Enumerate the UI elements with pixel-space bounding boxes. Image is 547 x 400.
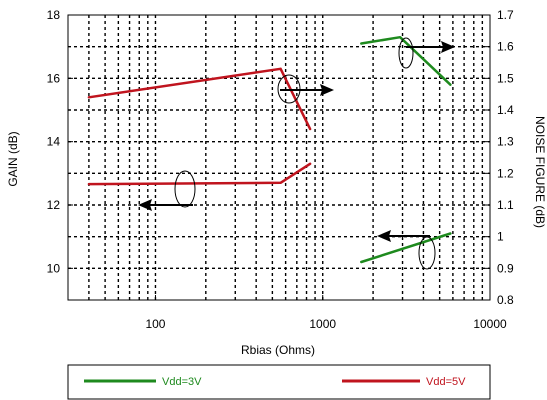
grid — [68, 15, 490, 300]
annotation-3v-nf — [377, 230, 436, 270]
annotation-3v-gain — [398, 37, 455, 69]
y2-tick-label: 1 — [497, 230, 504, 244]
x-axis-title: Rbias (Ohms) — [241, 343, 315, 357]
annotation-5v-gain — [277, 74, 334, 104]
y-tick-label: 12 — [47, 198, 61, 212]
y2-tick-label: 1.6 — [497, 40, 514, 54]
y-tick-label: 16 — [47, 71, 61, 85]
annotations — [138, 37, 455, 270]
annotation-5v-nf — [138, 170, 196, 211]
legend: Vdd=3V Vdd=5V — [67, 364, 491, 400]
legend-item-vdd3v: Vdd=3V — [84, 376, 202, 388]
series-vdd-5v-gain — [87, 67, 312, 131]
series-vdd-3v-gain — [360, 35, 452, 86]
y2-tick-label: 1.5 — [497, 71, 514, 85]
y2-tick-label: 1.4 — [497, 103, 514, 117]
series-vdd-5v-noise-figure — [87, 162, 312, 186]
y2-tick-label: 1.2 — [497, 166, 514, 180]
y-tick-label: 14 — [47, 135, 61, 149]
plot-frame — [67, 14, 491, 301]
y2-tick-label: 1.3 — [497, 135, 514, 149]
series-vdd-3v-noise-figure — [360, 232, 452, 264]
y-tick-label: 10 — [47, 261, 61, 275]
y2-tick-label: 0.8 — [497, 293, 514, 307]
y2-axis-title: NOISE FIGURE (dB) — [533, 116, 547, 228]
legend-item-vdd5v: Vdd=5V — [342, 376, 466, 388]
y2-tick-label: 0.9 — [497, 261, 514, 275]
x-tick-label: 10000 — [473, 317, 507, 331]
series-layer — [87, 35, 452, 264]
legend-label-vdd3v: Vdd=3V — [162, 376, 202, 388]
y2-tick-label: 1.7 — [497, 8, 514, 22]
y-tick-label: 18 — [47, 8, 61, 22]
axes: 100 1000 10000 10 12 14 16 18 0.8 0.9 1 1.1 1.2 1.3 1.… — [47, 8, 514, 331]
y2-tick-label: 1.1 — [497, 198, 514, 212]
legend-label-vdd5v: Vdd=5V — [426, 376, 466, 388]
x-tick-label: 1000 — [309, 317, 336, 331]
x-tick-label: 100 — [145, 317, 165, 331]
y-axis-title: GAIN (dB) — [6, 131, 20, 186]
